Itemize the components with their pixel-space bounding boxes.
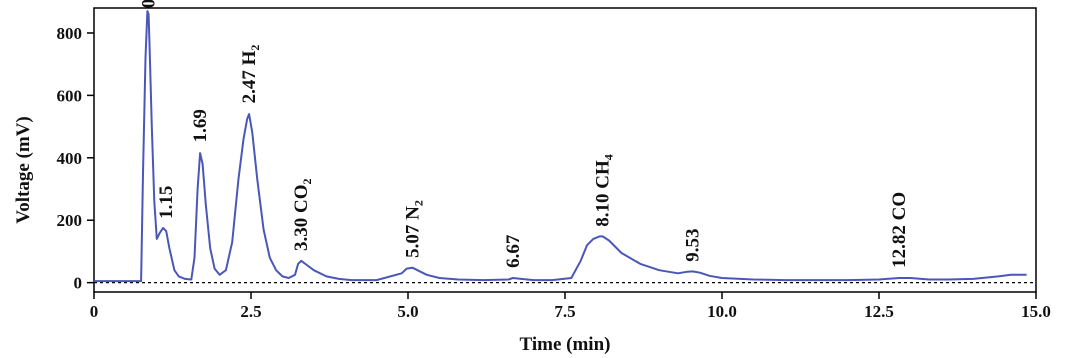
- peak-label-text: 1.69: [190, 109, 211, 142]
- y-tick-label: 400: [57, 149, 83, 168]
- peak-label: 12.82 CO: [889, 192, 910, 268]
- peak-label-text: 8.10 CH: [593, 160, 614, 227]
- x-axis-ticks: 0 2.5 5.0 7.5 10.0 12.5 15.0: [90, 292, 1051, 321]
- x-tick-label: 5.0: [397, 302, 418, 321]
- peak-label-subscript: 4: [602, 154, 616, 160]
- x-tick-label: 0: [90, 302, 99, 321]
- x-tick-label: 7.5: [554, 302, 575, 321]
- peak-label: 1.15: [156, 186, 177, 219]
- x-tick-label: 15.0: [1021, 302, 1051, 321]
- peak-label-text: 5.07 N: [402, 206, 423, 258]
- peak-label-text: 2.47 H: [239, 50, 260, 103]
- x-tick-label: 10.0: [707, 302, 737, 321]
- x-tick-label: 2.5: [240, 302, 261, 321]
- y-tick-label: 600: [57, 86, 83, 105]
- peak-label-subscript: 2: [411, 200, 425, 206]
- y-tick-label: 200: [57, 211, 83, 230]
- peak-label-text: 9.53: [683, 228, 704, 261]
- peak-label: 0.87: [139, 0, 160, 8]
- peak-label: 3.30 CO2: [291, 179, 314, 252]
- x-axis-title: Time (min): [520, 334, 611, 355]
- y-tick-label: 0: [74, 274, 83, 293]
- peak-label: 2.47 H2: [239, 45, 262, 104]
- peak-label: 8.10 CH4: [593, 154, 616, 227]
- y-axis-title: Voltage (mV): [13, 116, 34, 223]
- x-tick-label: 12.5: [864, 302, 894, 321]
- peak-label-subscript: 2: [300, 179, 314, 185]
- peak-label-text: 1.15: [156, 186, 177, 219]
- peak-label-text: 3.30 CO: [291, 185, 312, 252]
- y-axis-ticks: 0 200 400 600 800: [57, 24, 94, 293]
- peak-label: 1.69: [190, 109, 211, 142]
- peak-label: 5.07 N2: [402, 200, 425, 258]
- signal-trace: [94, 10, 1027, 283]
- peak-label-text: 0.87: [139, 0, 160, 8]
- peak-label: 9.53: [683, 228, 704, 261]
- peak-label-subscript: 2: [248, 45, 262, 51]
- peak-label: 6.67: [503, 234, 524, 268]
- peak-label-text: 6.67: [503, 234, 524, 268]
- y-tick-label: 800: [57, 24, 83, 43]
- peak-label-text: 12.82 CO: [889, 192, 910, 268]
